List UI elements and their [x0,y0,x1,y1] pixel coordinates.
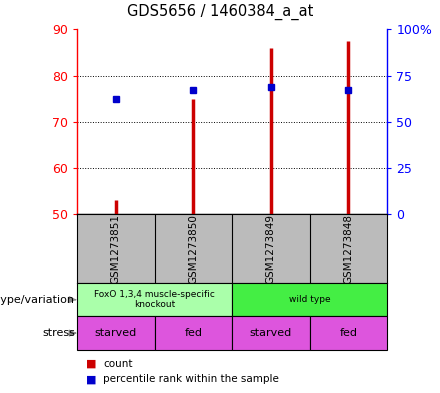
Text: GSM1273850: GSM1273850 [188,214,198,283]
Text: GSM1273848: GSM1273848 [344,213,353,284]
Bar [232,283,387,316]
Bar [77,316,154,350]
Text: genotype/variation: genotype/variation [0,295,75,305]
Text: ■: ■ [86,374,96,384]
Text: fed: fed [339,328,357,338]
Text: FoxO 1,3,4 muscle-specific
knockout: FoxO 1,3,4 muscle-specific knockout [94,290,215,309]
Bar [154,316,232,350]
Text: ■: ■ [86,358,96,369]
Text: GSM1273851: GSM1273851 [111,213,121,284]
Bar [310,316,387,350]
Bar [77,283,232,316]
Text: count: count [103,358,133,369]
Text: GDS5656 / 1460384_a_at: GDS5656 / 1460384_a_at [127,4,313,20]
Bar [232,316,310,350]
Text: stress: stress [42,328,75,338]
Text: starved: starved [95,328,137,338]
Text: GSM1273849: GSM1273849 [266,213,276,284]
Text: wild type: wild type [289,295,330,304]
Text: percentile rank within the sample: percentile rank within the sample [103,374,279,384]
Text: starved: starved [250,328,292,338]
Text: fed: fed [184,328,202,338]
